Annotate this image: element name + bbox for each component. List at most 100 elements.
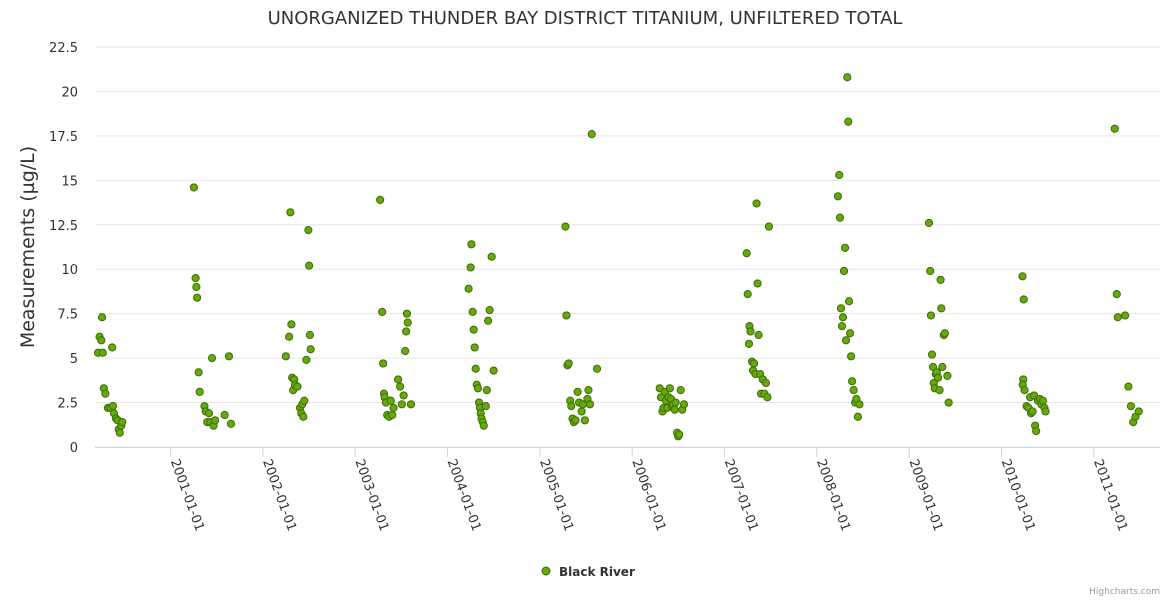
data-point[interactable] [402, 327, 411, 336]
data-point[interactable] [1110, 124, 1119, 133]
data-point[interactable] [396, 382, 405, 391]
data-point[interactable] [306, 345, 315, 354]
data-point[interactable] [464, 284, 473, 293]
data-point[interactable] [302, 355, 311, 364]
data-point[interactable] [749, 359, 759, 368]
data-point[interactable] [924, 218, 934, 228]
data-point[interactable] [189, 183, 198, 192]
data-point[interactable] [487, 252, 496, 261]
data-point[interactable] [744, 339, 754, 348]
data-point[interactable] [479, 421, 488, 430]
data-point[interactable] [849, 386, 858, 395]
data-point[interactable] [671, 398, 680, 407]
data-point[interactable] [286, 208, 295, 217]
data-point[interactable] [97, 336, 106, 345]
data-point[interactable] [304, 226, 313, 235]
data-point[interactable] [226, 419, 236, 428]
data-point[interactable] [665, 384, 674, 393]
data-point[interactable] [837, 322, 847, 331]
data-point[interactable] [587, 130, 596, 139]
data-point[interactable] [192, 282, 201, 292]
data-point[interactable] [940, 329, 949, 338]
data-point[interactable] [224, 352, 234, 361]
data-point[interactable] [573, 387, 582, 396]
data-point[interactable] [293, 382, 302, 391]
data-point[interactable] [679, 400, 689, 409]
data-point[interactable] [191, 274, 200, 283]
data-point[interactable] [393, 375, 403, 384]
data-point[interactable] [746, 327, 755, 336]
data-point[interactable] [835, 170, 844, 180]
data-point[interactable] [944, 398, 953, 407]
data-point[interactable] [1032, 426, 1041, 436]
data-point[interactable] [571, 416, 580, 425]
data-point[interactable] [592, 364, 602, 373]
data-point[interactable] [108, 343, 117, 352]
data-point[interactable] [115, 428, 124, 437]
data-point[interactable] [846, 352, 856, 361]
data-point[interactable] [761, 378, 771, 388]
data-point[interactable] [489, 366, 498, 375]
data-point[interactable] [935, 386, 944, 395]
data-point[interactable] [305, 261, 314, 270]
data-point[interactable] [204, 409, 214, 418]
data-point[interactable] [473, 384, 483, 393]
data-point[interactable] [848, 377, 857, 386]
data-point[interactable] [285, 332, 294, 341]
data-point[interactable] [853, 412, 863, 421]
data-point[interactable] [220, 410, 229, 420]
data-point[interactable] [1121, 311, 1130, 320]
data-point[interactable] [838, 313, 848, 322]
data-point[interactable] [376, 195, 385, 204]
data-point[interactable] [193, 293, 202, 302]
data-point[interactable] [936, 275, 945, 284]
data-point[interactable] [378, 307, 387, 316]
data-point[interactable] [207, 354, 217, 363]
data-point[interactable] [1041, 407, 1050, 416]
credits-link[interactable]: Highcharts.com [1089, 587, 1160, 597]
data-point[interactable] [584, 386, 593, 395]
data-point[interactable] [1113, 313, 1122, 322]
data-point[interactable] [933, 373, 943, 382]
data-point[interactable] [1126, 402, 1136, 411]
data-point[interactable] [564, 359, 573, 368]
data-point[interactable] [379, 359, 388, 368]
data-point[interactable] [841, 336, 851, 345]
data-point[interactable] [470, 343, 479, 352]
data-point[interactable] [943, 371, 952, 380]
data-point[interactable] [397, 400, 406, 409]
data-point[interactable] [471, 364, 480, 373]
data-point[interactable] [577, 407, 586, 416]
data-point[interactable] [567, 402, 576, 411]
data-point[interactable] [839, 266, 849, 276]
data-point[interactable] [1018, 272, 1027, 281]
data-point[interactable] [561, 222, 570, 231]
data-point[interactable] [483, 316, 493, 325]
data-point[interactable] [754, 330, 763, 340]
data-point[interactable] [742, 249, 751, 258]
data-point[interactable] [585, 400, 595, 409]
data-point[interactable] [299, 412, 308, 421]
data-point[interactable] [98, 348, 107, 357]
data-point[interactable] [926, 311, 936, 320]
data-point[interactable] [937, 304, 946, 313]
data-point[interactable] [843, 73, 852, 82]
data-point[interactable] [97, 313, 107, 322]
data-point[interactable] [287, 320, 296, 329]
data-point[interactable] [195, 387, 204, 396]
data-point[interactable] [743, 290, 752, 299]
data-point[interactable] [210, 416, 220, 425]
data-point[interactable] [844, 117, 853, 126]
data-point[interactable] [300, 396, 309, 405]
data-point[interactable] [402, 309, 412, 318]
data-point[interactable] [305, 330, 314, 340]
data-point[interactable] [836, 304, 846, 313]
data-point[interactable] [1019, 295, 1028, 304]
data-point[interactable] [927, 350, 937, 359]
data-point[interactable] [670, 405, 679, 414]
data-point[interactable] [101, 389, 110, 398]
data-point[interactable] [752, 199, 761, 208]
legend[interactable]: Black River [541, 565, 635, 579]
data-point[interactable] [764, 222, 774, 231]
data-point[interactable] [1038, 396, 1048, 405]
